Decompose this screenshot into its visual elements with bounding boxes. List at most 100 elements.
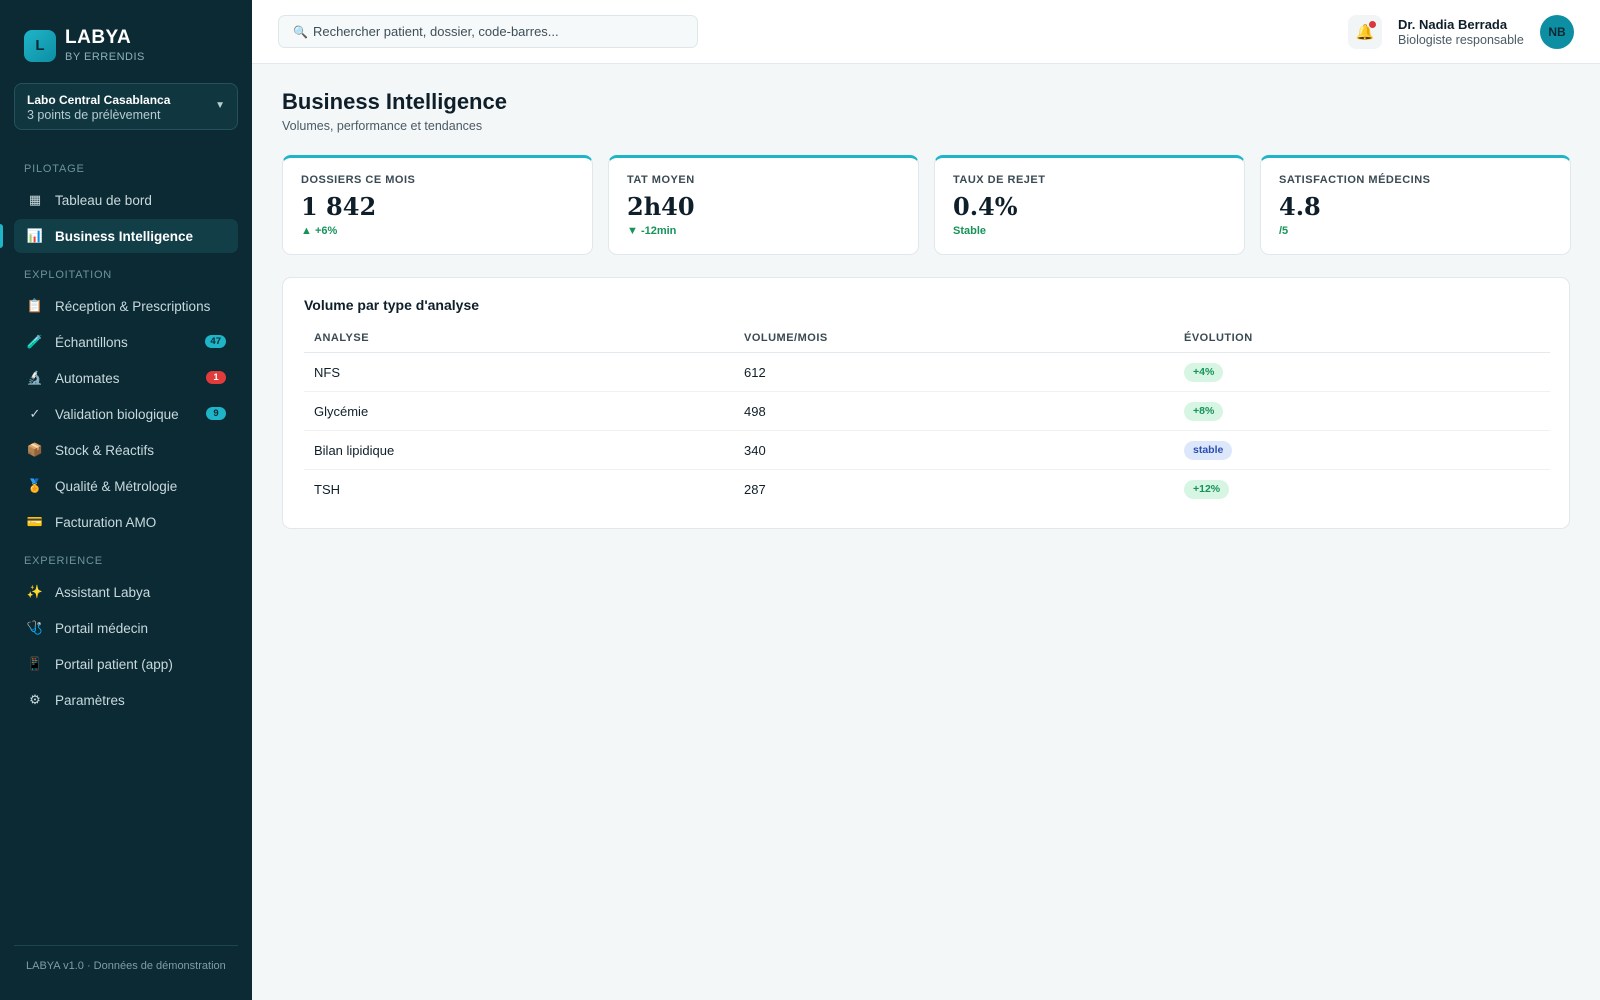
search-input[interactable]: 🔍 Rechercher patient, dossier, code-barr… [278, 15, 698, 48]
kpi-value: 0.4% [953, 192, 1018, 221]
volume-table-card: Volume par type d'analyse ANALYSE VOLUME… [282, 277, 1570, 529]
kpi-delta: Stable [953, 225, 987, 237]
count-badge: 9 [206, 407, 226, 420]
section-label-exploitation: EXPLOITATION [24, 269, 113, 281]
topbar: 🔍 Rechercher patient, dossier, code-barr… [252, 0, 1600, 64]
kpi-card-rejet: TAUX DE REJET 0.4% Stable [934, 155, 1245, 255]
sidebar-item-label: Facturation AMO [55, 514, 157, 530]
kpi-value: 1 842 [301, 192, 377, 221]
user-role: Biologiste responsable [1398, 33, 1524, 47]
sidebar-item-label: Portail patient (app) [55, 656, 173, 672]
sidebar-item-label: Business Intelligence [55, 228, 194, 244]
sidebar-item-label: Assistant Labya [55, 584, 151, 600]
sidebar-item-label: Paramètres [55, 692, 125, 708]
section-label-experience: EXPERIENCE [24, 555, 103, 567]
kpi-label: SATISFACTION MÉDECINS [1279, 174, 1431, 186]
grid-icon: ▦ [28, 192, 42, 207]
sidebar-item-stock[interactable]: 📦 Stock & Réactifs [14, 433, 238, 467]
gear-icon: ⚙ [29, 692, 41, 707]
stethoscope-icon: 🩺 [26, 620, 44, 635]
credit-card-icon: 💳 [26, 514, 44, 529]
sidebar-item-qualite[interactable]: 🏅 Qualité & Métrologie [14, 469, 238, 503]
sidebar-item-label: Portail médecin [55, 620, 149, 636]
sidebar-item-label: Validation biologique [55, 406, 179, 422]
page-title: Business Intelligence [282, 89, 507, 114]
sidebar-item-label: Qualité & Métrologie [55, 478, 178, 494]
column-header-volume[interactable]: VOLUME/MOIS [744, 332, 828, 344]
sidebar-item-portail-patient[interactable]: 📱 Portail patient (app) [14, 647, 238, 681]
sidebar-item-echantillons[interactable]: 🧪 Échantillons 47 [14, 325, 238, 359]
microscope-icon: 🔬 [26, 370, 44, 385]
page-subtitle: Volumes, performance et tendances [282, 119, 483, 133]
brand[interactable]: L LABYA BY ERRENDIS [24, 28, 145, 63]
footer-divider [14, 945, 238, 946]
logo-icon: L [24, 29, 56, 62]
sidebar-item-parametres[interactable]: ⚙ Paramètres [14, 683, 238, 717]
cell-analyse: TSH [314, 482, 340, 497]
sidebar-item-tableau-de-bord[interactable]: ▦ Tableau de bord [14, 183, 238, 217]
notification-dot [1369, 21, 1376, 28]
site-selector[interactable]: Labo Central Casablanca 3 points de prél… [14, 83, 238, 130]
section-label-pilotage: PILOTAGE [24, 163, 85, 175]
table-row[interactable]: TSH 287 +12% [304, 470, 1550, 509]
site-name: Labo Central Casablanca [27, 93, 171, 107]
table-header: ANALYSE VOLUME/MOIS ÉVOLUTION [304, 326, 1550, 353]
kpi-delta: /5 [1279, 225, 1289, 237]
site-subtitle: 3 points de prélèvement [27, 108, 161, 122]
brand-subtitle: BY ERRENDIS [65, 51, 145, 63]
kpi-label: TAT MOYEN [627, 174, 695, 186]
column-header-analyse[interactable]: ANALYSE [314, 332, 370, 344]
kpi-card-dossiers: DOSSIERS CE MOIS 1 842 ▲ +6% [282, 155, 593, 255]
kpi-value: 2h40 [627, 192, 695, 221]
notifications-button[interactable]: 🔔 [1348, 15, 1382, 49]
kpi-delta: ▼ -12min [627, 225, 677, 237]
active-indicator [0, 224, 3, 248]
evolution-badge: +12% [1184, 480, 1230, 499]
table-title: Volume par type d'analyse [304, 297, 480, 313]
kpi-label: DOSSIERS CE MOIS [301, 174, 416, 186]
user-info[interactable]: Dr. Nadia Berrada Biologiste responsable [1398, 17, 1524, 47]
sidebar: L LABYA BY ERRENDIS Labo Central Casabla… [0, 0, 252, 1000]
evolution-badge: stable [1184, 441, 1233, 460]
cell-volume: 612 [744, 365, 766, 380]
sidebar-item-label: Stock & Réactifs [55, 442, 155, 458]
chevron-down-icon: ▼ [215, 100, 225, 111]
clipboard-icon: 📋 [26, 298, 44, 313]
package-icon: 📦 [26, 442, 44, 457]
bar-chart-icon: 📊 [26, 228, 44, 243]
cell-volume: 340 [744, 443, 766, 458]
cell-analyse: Glycémie [314, 404, 369, 419]
sidebar-item-label: Tableau de bord [55, 192, 152, 208]
kpi-delta: ▲ +6% [301, 225, 338, 237]
cell-analyse: Bilan lipidique [314, 443, 395, 458]
evolution-badge: +8% [1184, 402, 1224, 421]
sidebar-item-automates[interactable]: 🔬 Automates 1 [14, 361, 238, 395]
sidebar-item-label: Automates [55, 370, 120, 386]
alert-badge: 1 [206, 371, 226, 384]
medal-icon: 🏅 [26, 478, 44, 493]
sidebar-item-reception[interactable]: 📋 Réception & Prescriptions [14, 289, 238, 323]
sidebar-item-assistant[interactable]: ✨ Assistant Labya [14, 575, 238, 609]
cell-volume: 287 [744, 482, 766, 497]
table-row[interactable]: NFS 612 +4% [304, 353, 1550, 392]
user-name: Dr. Nadia Berrada [1398, 17, 1508, 32]
sidebar-item-validation[interactable]: ✓ Validation biologique 9 [14, 397, 238, 431]
column-header-evolution[interactable]: ÉVOLUTION [1184, 332, 1253, 344]
table-row[interactable]: Bilan lipidique 340 stable [304, 431, 1550, 470]
bell-icon: 🔔 [1355, 24, 1375, 41]
sidebar-item-facturation[interactable]: 💳 Facturation AMO [14, 505, 238, 539]
search-icon: 🔍 [293, 24, 308, 39]
evolution-badge: +4% [1184, 363, 1224, 382]
sidebar-item-label: Échantillons [55, 334, 128, 350]
kpi-card-satisfaction: SATISFACTION MÉDECINS 4.8 /5 [1260, 155, 1571, 255]
search-placeholder: Rechercher patient, dossier, code-barres… [312, 24, 559, 39]
cell-analyse: NFS [314, 365, 340, 380]
kpi-label: TAUX DE REJET [953, 174, 1046, 186]
version-footer: LABYA v1.0 · Données de démonstration [26, 960, 226, 972]
avatar[interactable]: NB [1540, 15, 1574, 49]
sidebar-item-label: Réception & Prescriptions [55, 298, 211, 314]
sidebar-item-business-intelligence[interactable]: 📊 Business Intelligence [14, 219, 238, 253]
sparkles-icon: ✨ [26, 584, 44, 599]
sidebar-item-portail-medecin[interactable]: 🩺 Portail médecin [14, 611, 238, 645]
table-row[interactable]: Glycémie 498 +8% [304, 392, 1550, 431]
